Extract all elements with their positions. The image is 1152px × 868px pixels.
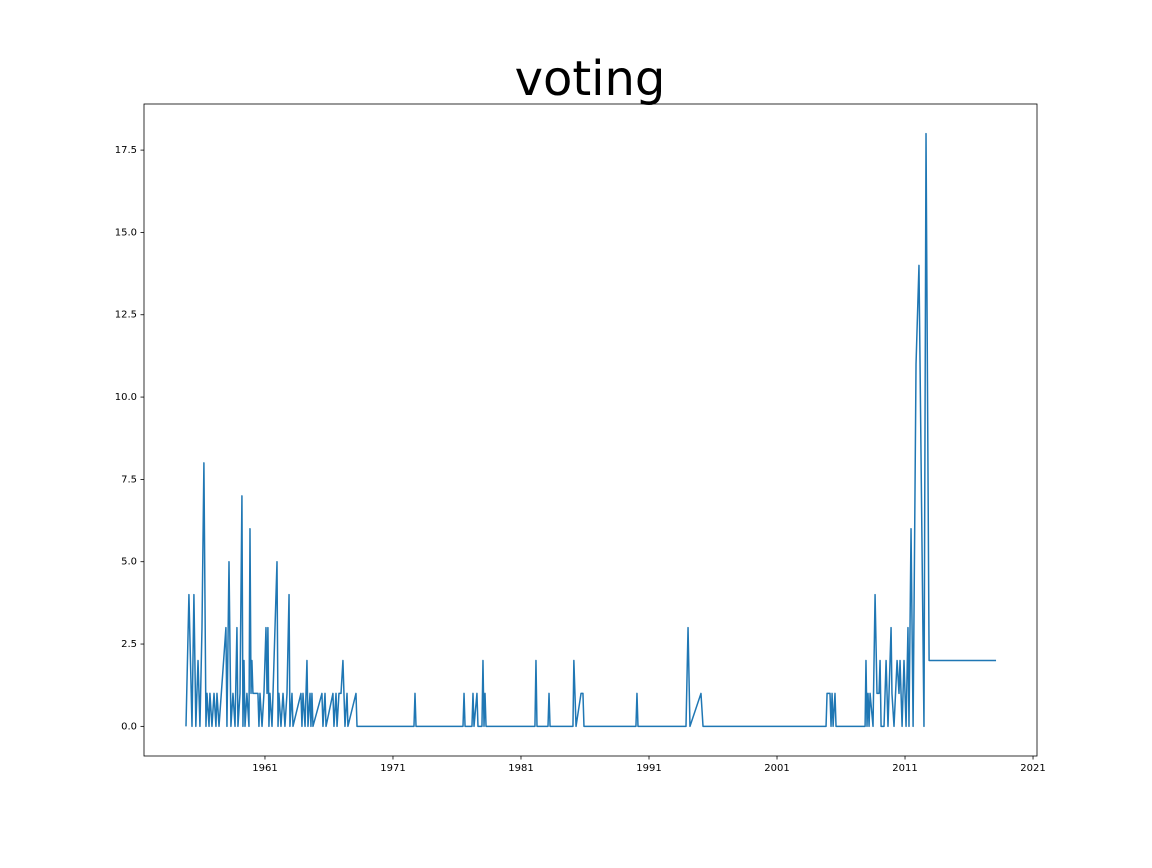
x-tick-label: 1981 (508, 763, 533, 774)
y-tick-label: 0.0 (121, 721, 137, 732)
y-tick-label: 10.0 (115, 392, 137, 403)
data-line (185, 132, 997, 728)
chart-title: voting (515, 51, 666, 107)
y-tick-label: 12.5 (115, 310, 137, 321)
y-tick-label: 5.0 (121, 557, 137, 568)
x-tick-label: 2001 (764, 763, 789, 774)
y-tick-label: 7.5 (121, 474, 137, 485)
y-tick-label: 15.0 (115, 227, 137, 238)
axes-frame (143, 103, 1038, 757)
x-tick-label: 1971 (380, 763, 405, 774)
y-tick-label: 17.5 (115, 145, 137, 156)
x-tick-label: 2011 (892, 763, 917, 774)
y-tick-label: 2.5 (121, 639, 137, 650)
x-tick-label: 2021 (1020, 763, 1045, 774)
x-tick-label: 1961 (252, 763, 277, 774)
x-tick-label: 1991 (636, 763, 661, 774)
